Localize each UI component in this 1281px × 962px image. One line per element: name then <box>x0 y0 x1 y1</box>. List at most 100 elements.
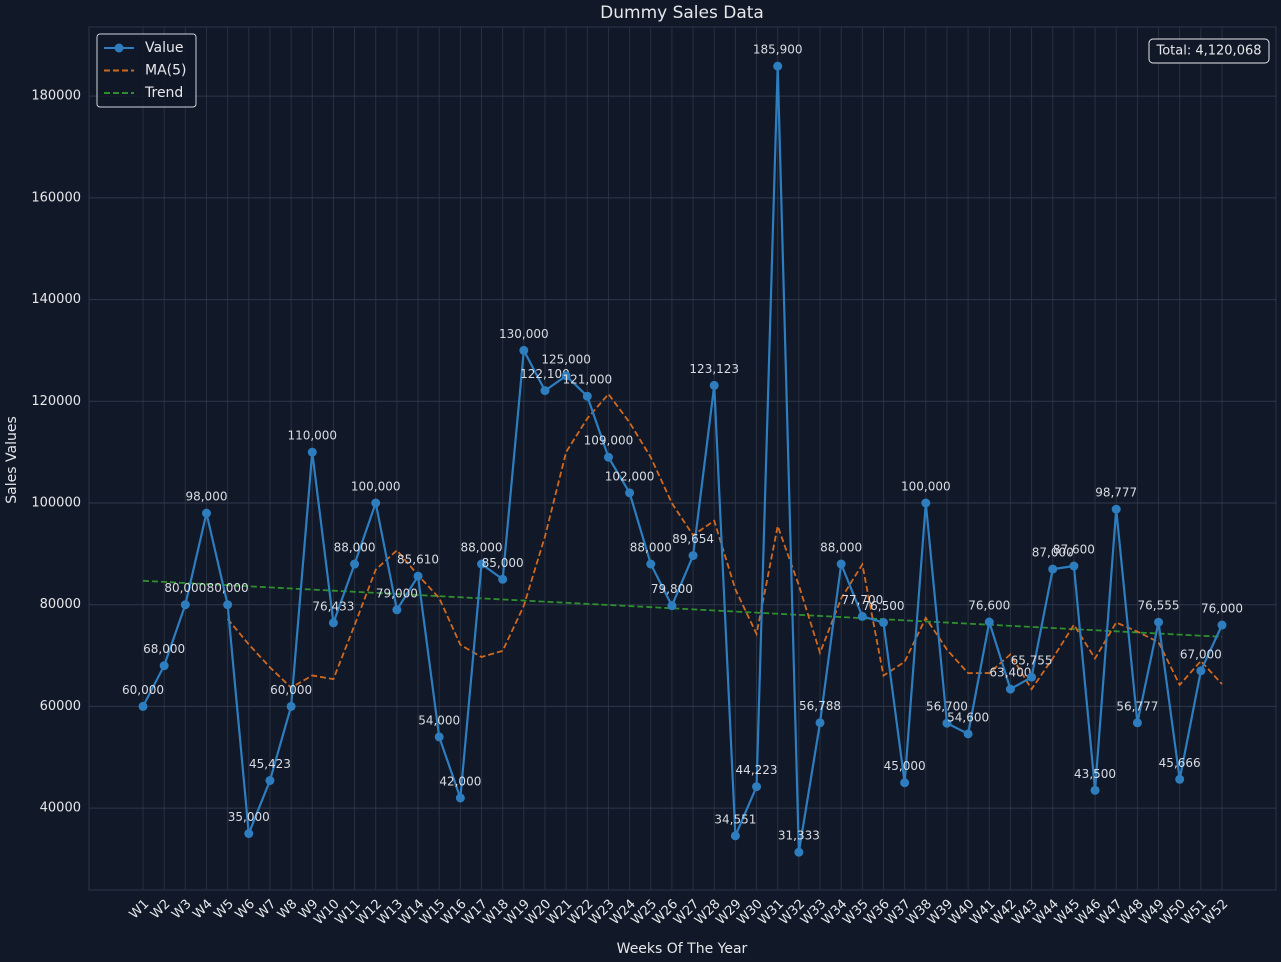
point <box>794 847 804 857</box>
value-label: 102,000 <box>605 469 655 483</box>
point <box>180 600 190 610</box>
value-label: 88,000 <box>820 541 862 555</box>
value-label: 56,700 <box>926 700 968 714</box>
point <box>455 793 465 803</box>
value-label: 42,000 <box>439 774 481 788</box>
series-line <box>226 392 1223 691</box>
point <box>709 380 719 390</box>
value-label: 76,600 <box>968 598 1010 612</box>
grid <box>89 27 1276 890</box>
value-label: 122,100 <box>520 367 570 381</box>
value-label: 88,000 <box>334 541 376 555</box>
point <box>138 701 148 711</box>
value-label: 60,000 <box>270 683 312 697</box>
value-label: 121,000 <box>562 373 612 387</box>
legend: Value MA(5) Trend <box>96 33 197 108</box>
point <box>201 508 211 518</box>
value-label: 88,000 <box>461 541 503 555</box>
value-label: 89,654 <box>672 532 714 546</box>
point <box>540 386 550 396</box>
point <box>1111 504 1121 514</box>
point <box>921 498 931 508</box>
y-tick-label: 120000 <box>31 394 81 409</box>
value-label: 98,000 <box>185 490 227 504</box>
value-label: 76,433 <box>312 599 354 613</box>
point <box>582 391 592 401</box>
chart-title: Dummy Sales Data <box>600 3 764 23</box>
y-tick-label: 80000 <box>40 597 81 612</box>
legend-label: Value <box>145 40 183 56</box>
value-label: 125,000 <box>541 352 591 366</box>
value-label: 56,788 <box>799 699 841 713</box>
value-label: 45,666 <box>1159 756 1201 770</box>
plot-frame <box>88 26 1277 891</box>
value-label: 109,000 <box>584 434 634 448</box>
value-label: 100,000 <box>901 479 951 493</box>
value-label: 45,423 <box>249 757 291 771</box>
value-label: 60,000 <box>122 683 164 697</box>
value-label: 54,000 <box>418 713 460 727</box>
y-tick-label: 40000 <box>40 801 81 816</box>
point <box>519 345 529 355</box>
point <box>730 831 740 841</box>
value-label: 45,000 <box>884 759 926 773</box>
value-label: 85,000 <box>482 556 524 570</box>
value-label: 76,000 <box>1201 602 1243 616</box>
annotation-box <box>1148 38 1270 64</box>
value-label: 79,800 <box>651 582 693 596</box>
y-tick-label: 140000 <box>31 292 81 307</box>
value-label: 110,000 <box>287 429 337 443</box>
value-label: 79,000 <box>376 586 418 600</box>
value-label: 67,000 <box>1180 647 1222 661</box>
point <box>1027 672 1037 682</box>
legend-box <box>96 33 197 108</box>
point <box>1090 785 1100 795</box>
value-label: 87,000 <box>1032 546 1074 560</box>
value-label: 76,555 <box>1138 599 1180 613</box>
point <box>963 729 973 739</box>
value-label: 63,400 <box>989 666 1031 680</box>
point <box>223 600 233 610</box>
value-label: 56,777 <box>1116 699 1158 713</box>
point <box>265 776 275 786</box>
point <box>603 452 613 462</box>
point <box>857 611 867 621</box>
point <box>328 618 338 628</box>
value-label: 130,000 <box>499 327 549 341</box>
point <box>477 559 487 569</box>
value-label: 80,000 <box>164 581 206 595</box>
point <box>159 661 169 671</box>
point <box>1005 684 1015 694</box>
point <box>688 551 698 561</box>
legend-label: Trend <box>144 85 183 101</box>
point <box>286 701 296 711</box>
y-tick-label: 60000 <box>40 699 81 714</box>
value-label: 100,000 <box>351 479 401 493</box>
point <box>625 488 635 498</box>
point <box>900 778 910 788</box>
value-label: 185,900 <box>753 43 803 57</box>
value-label: 65,755 <box>1011 654 1053 668</box>
point <box>413 571 423 581</box>
value-label: 87,600 <box>1053 543 1095 557</box>
y-axis-label: Sales Values <box>4 416 20 503</box>
point <box>752 782 762 792</box>
point <box>667 601 677 611</box>
y-tick-label: 160000 <box>31 190 81 205</box>
point <box>1217 620 1227 630</box>
value-label: 85,610 <box>397 553 439 567</box>
point <box>307 447 317 457</box>
value-label: 80,000 <box>207 581 249 595</box>
point <box>434 732 444 742</box>
point <box>1154 617 1164 627</box>
point <box>1048 564 1058 574</box>
value-label: 76,500 <box>862 599 904 613</box>
point <box>561 371 571 381</box>
point <box>878 618 888 628</box>
value-label: 88,000 <box>630 541 672 555</box>
y-tick-label: 100000 <box>31 495 81 510</box>
value-label: 43,500 <box>1074 767 1116 781</box>
point <box>836 559 846 569</box>
